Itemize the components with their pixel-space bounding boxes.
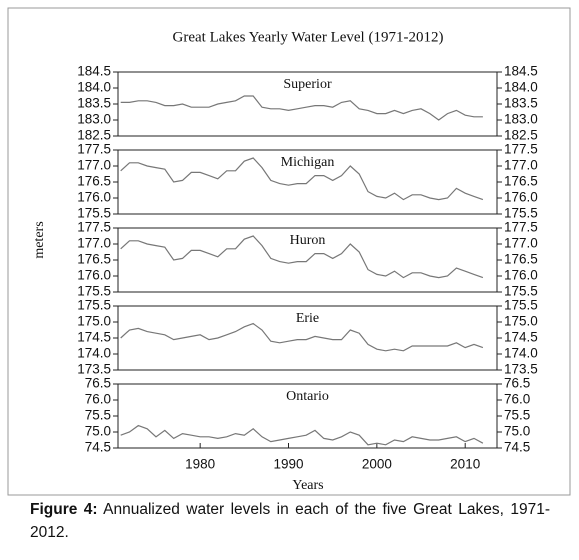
y-tick-label: 175.0 — [504, 314, 538, 329]
panel-title: Erie — [296, 311, 319, 326]
y-tick-label: 75.5 — [85, 408, 111, 423]
y-tick-label: 175.5 — [77, 206, 111, 221]
y-tick-label: 76.5 — [85, 376, 111, 391]
y-tick-label: 76.5 — [504, 376, 530, 391]
y-tick-label: 174.5 — [504, 330, 538, 345]
line — [120, 95, 483, 121]
panel-title: Ontario — [286, 389, 329, 404]
line — [120, 424, 484, 446]
line — [120, 157, 484, 201]
y-tick-label: 75.0 — [85, 424, 111, 439]
panel-title: Huron — [290, 233, 326, 248]
panel-title: Superior — [283, 77, 332, 92]
y-tick-label: 177.5 — [77, 142, 111, 157]
frame — [7, 7, 571, 496]
y-tick-label: 183.0 — [504, 112, 538, 127]
y-tick-label: 176.5 — [504, 252, 538, 267]
y-tick-label: 175.5 — [77, 298, 111, 313]
y-tick-label: 75.0 — [504, 424, 530, 439]
line — [120, 235, 484, 279]
y-tick-label: 184.5 — [77, 64, 111, 79]
x-tick-label: 2000 — [362, 457, 392, 472]
y-tick-label: 176.5 — [77, 252, 111, 267]
y-tick-label: 173.5 — [504, 362, 538, 377]
y-tick-label: 76.0 — [504, 392, 530, 407]
y-tick-label: 173.5 — [77, 362, 111, 377]
y-axis-label: meters — [32, 221, 47, 258]
x-tick-label: 1990 — [273, 457, 303, 472]
y-tick-label: 184.5 — [504, 64, 538, 79]
y-tick-label: 177.0 — [77, 158, 111, 173]
y-tick-label: 75.5 — [504, 408, 530, 423]
y-tick-label: 184.0 — [504, 80, 538, 95]
y-tick-label: 174.0 — [504, 346, 538, 361]
y-tick-label: 183.5 — [77, 96, 111, 111]
y-tick-label: 176.5 — [77, 174, 111, 189]
y-tick-label: 176.0 — [77, 268, 111, 283]
y-tick-label: 74.5 — [504, 440, 530, 455]
y-tick-label: 177.0 — [504, 236, 538, 251]
y-tick-label: 176.0 — [77, 190, 111, 205]
y-tick-label: 182.5 — [504, 128, 538, 143]
y-tick-label: 175.5 — [504, 284, 538, 299]
y-tick-label: 183.0 — [77, 112, 111, 127]
y-tick-label: 184.0 — [77, 80, 111, 95]
y-tick-label: 176.5 — [504, 174, 538, 189]
y-tick-label: 182.5 — [77, 128, 111, 143]
x-tick-label: 1980 — [185, 457, 215, 472]
chart: Great Lakes Yearly Water Level (1971-201… — [7, 7, 571, 496]
y-tick-label: 176.0 — [504, 268, 538, 283]
y-tick-label: 176.0 — [504, 190, 538, 205]
caption-label: Figure 4: — [30, 501, 98, 518]
y-tick-label: 174.0 — [77, 346, 111, 361]
y-tick-label: 183.5 — [504, 96, 538, 111]
y-tick-label: 177.0 — [77, 236, 111, 251]
y-tick-label: 177.5 — [77, 220, 111, 235]
panel-title: Michigan — [281, 155, 335, 170]
caption-text: Annualized water levels in each of the f… — [30, 501, 551, 541]
y-tick-label: 175.5 — [504, 206, 538, 221]
line — [120, 322, 484, 352]
x-tick-label: 2010 — [450, 457, 480, 472]
y-tick-label: 175.5 — [77, 284, 111, 299]
x-axis-label: Years — [292, 478, 323, 493]
y-tick-label: 177.0 — [504, 158, 538, 173]
y-tick-label: 177.5 — [504, 142, 538, 157]
y-tick-label: 175.5 — [504, 298, 538, 313]
y-tick-label: 74.5 — [85, 440, 111, 455]
y-tick-label: 175.0 — [77, 314, 111, 329]
chart-title: Great Lakes Yearly Water Level (1971-201… — [173, 29, 444, 45]
y-tick-label: 76.0 — [85, 392, 111, 407]
y-tick-label: 174.5 — [77, 330, 111, 345]
caption: Figure 4: Annualized water levels in eac… — [30, 498, 550, 544]
y-tick-label: 177.5 — [504, 220, 538, 235]
